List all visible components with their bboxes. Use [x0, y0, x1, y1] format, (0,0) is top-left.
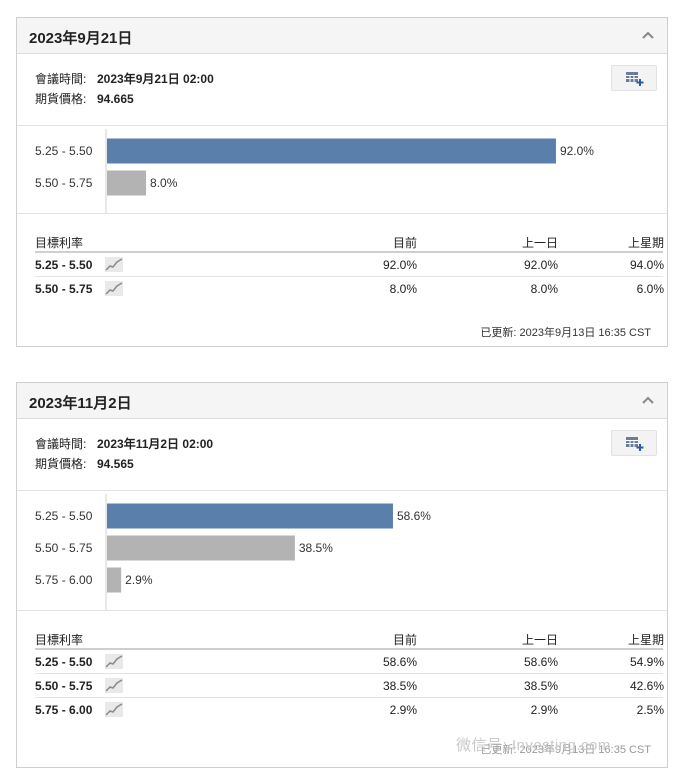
chevron-up-icon[interactable] [641, 395, 655, 405]
row-prev-week: 6.0% [636, 282, 664, 296]
col-target-rate: 目標利率 [35, 236, 84, 250]
value-label: 92.0% [560, 144, 594, 158]
value-label: 2.9% [125, 573, 153, 587]
futures-price-label: 期貨價格: [35, 92, 87, 106]
panel-title: 2023年9月21日 [29, 30, 133, 47]
trend-chart-icon[interactable] [105, 654, 123, 669]
probability-panel-nov: 2023年11月2日 會議時間: 2023年11月2日 02:00 期貨價格: 94… [16, 382, 668, 768]
row-prev-week: 42.6% [629, 679, 664, 693]
row-prev-week: 54.9% [629, 655, 664, 669]
futures-price-value: 94.665 [97, 92, 134, 106]
row-prev-day: 58.6% [523, 655, 558, 669]
divider [17, 213, 667, 214]
table-row: 5.25 - 5.50 92.0% 92.0% 94.0% [35, 253, 664, 277]
table-row: 5.75 - 6.00 2.9% 2.9% 2.5% [35, 698, 664, 722]
row-current: 2.9% [389, 703, 417, 717]
row-rate: 5.75 - 6.00 [35, 703, 93, 717]
table-add-icon [626, 72, 644, 86]
category-label: 5.75 - 6.00 [35, 573, 93, 587]
panel-title: 2023年11月2日 [29, 395, 132, 412]
table-header: 目標利率 目前 上一日 上星期 [35, 229, 664, 253]
probability-bar [107, 170, 147, 196]
probability-bar-chart: 5.25 - 5.50 92.0% 5.50 - 5.75 8.0% [35, 129, 594, 213]
row-current: 92.0% [382, 258, 417, 272]
divider [17, 490, 667, 491]
panel-header[interactable]: 2023年9月21日 [17, 18, 667, 54]
futures-price-value: 94.565 [97, 457, 134, 471]
col-prev-day: 上一日 [521, 236, 558, 250]
probability-bar [107, 503, 393, 529]
probability-table: 目標利率 目前 上一日 上星期 5.25 - 5.50 58.6% 58.6% … [35, 626, 664, 722]
meeting-time-label: 會議時間: [35, 437, 87, 451]
row-prev-day: 92.0% [523, 258, 558, 272]
row-prev-day: 8.0% [530, 282, 558, 296]
table-header: 目標利率 目前 上一日 上星期 [35, 626, 664, 650]
value-label: 38.5% [299, 541, 333, 555]
col-target-rate: 目標利率 [35, 633, 84, 647]
row-current: 38.5% [382, 679, 417, 693]
probability-bar [107, 535, 295, 561]
chevron-up-icon[interactable] [641, 30, 655, 40]
col-prev-week: 上星期 [627, 633, 664, 647]
table-row: 5.50 - 5.75 8.0% 8.0% 6.0% [35, 277, 664, 301]
row-current: 8.0% [389, 282, 417, 296]
row-prev-week: 2.5% [636, 703, 664, 717]
panel-header[interactable]: 2023年11月2日 [17, 383, 667, 419]
row-prev-week: 94.0% [629, 258, 664, 272]
col-prev-week: 上星期 [627, 236, 664, 250]
category-label: 5.50 - 5.75 [35, 541, 93, 555]
meeting-time-label: 會議時間: [35, 72, 87, 86]
probability-bar [107, 138, 556, 164]
row-prev-day: 2.9% [530, 703, 558, 717]
trend-chart-icon[interactable] [105, 257, 123, 272]
trend-chart-icon[interactable] [105, 702, 123, 717]
table-row: 5.50 - 5.75 38.5% 38.5% 42.6% [35, 674, 664, 698]
row-rate: 5.50 - 5.75 [35, 282, 93, 296]
meeting-time-value: 2023年9月21日 02:00 [97, 72, 214, 86]
value-label: 58.6% [397, 509, 431, 523]
row-rate: 5.25 - 5.50 [35, 655, 93, 669]
probability-table: 目標利率 目前 上一日 上星期 5.25 - 5.50 92.0% 92.0% … [35, 229, 664, 301]
futures-price-label: 期貨價格: [35, 457, 87, 471]
row-rate: 5.25 - 5.50 [35, 258, 93, 272]
row-prev-day: 38.5% [523, 679, 558, 693]
table-add-icon [626, 437, 644, 451]
watermark: 微信号: Investing.com [456, 737, 611, 754]
probability-bar-chart: 5.25 - 5.50 58.6% 5.50 - 5.75 38.5% 5.75 - 6… [35, 494, 431, 610]
row-rate: 5.50 - 5.75 [35, 679, 93, 693]
col-current: 目前 [392, 236, 417, 250]
updated-timestamp: 已更新: 2023年9月13日 16:35 CST [480, 744, 651, 756]
divider [17, 125, 667, 126]
trend-chart-icon[interactable] [105, 281, 123, 296]
table-row: 5.25 - 5.50 58.6% 58.6% 54.9% [35, 650, 664, 674]
col-prev-day: 上一日 [521, 633, 558, 647]
meeting-info: 會議時間: 2023年9月21日 02:00 期貨價格: 94.665 [35, 69, 214, 109]
category-label: 5.50 - 5.75 [35, 176, 93, 190]
meeting-info: 會議時間: 2023年11月2日 02:00 期貨價格: 94.565 [35, 434, 213, 474]
export-table-button[interactable] [611, 65, 657, 91]
updated-timestamp: 已更新: 2023年9月13日 16:35 CST [480, 327, 651, 339]
trend-chart-icon[interactable] [105, 678, 123, 693]
category-label: 5.25 - 5.50 [35, 144, 93, 158]
divider [17, 610, 667, 611]
probability-bar [107, 567, 122, 593]
category-label: 5.25 - 5.50 [35, 509, 93, 523]
col-current: 目前 [392, 633, 417, 647]
export-table-button[interactable] [611, 430, 657, 456]
value-label: 8.0% [150, 176, 178, 190]
row-current: 58.6% [382, 655, 417, 669]
meeting-time-value: 2023年11月2日 02:00 [97, 437, 214, 451]
probability-panel-sep: 2023年9月21日 會議時間: 2023年9月21日 02:00 期貨價格: 94… [16, 17, 668, 347]
